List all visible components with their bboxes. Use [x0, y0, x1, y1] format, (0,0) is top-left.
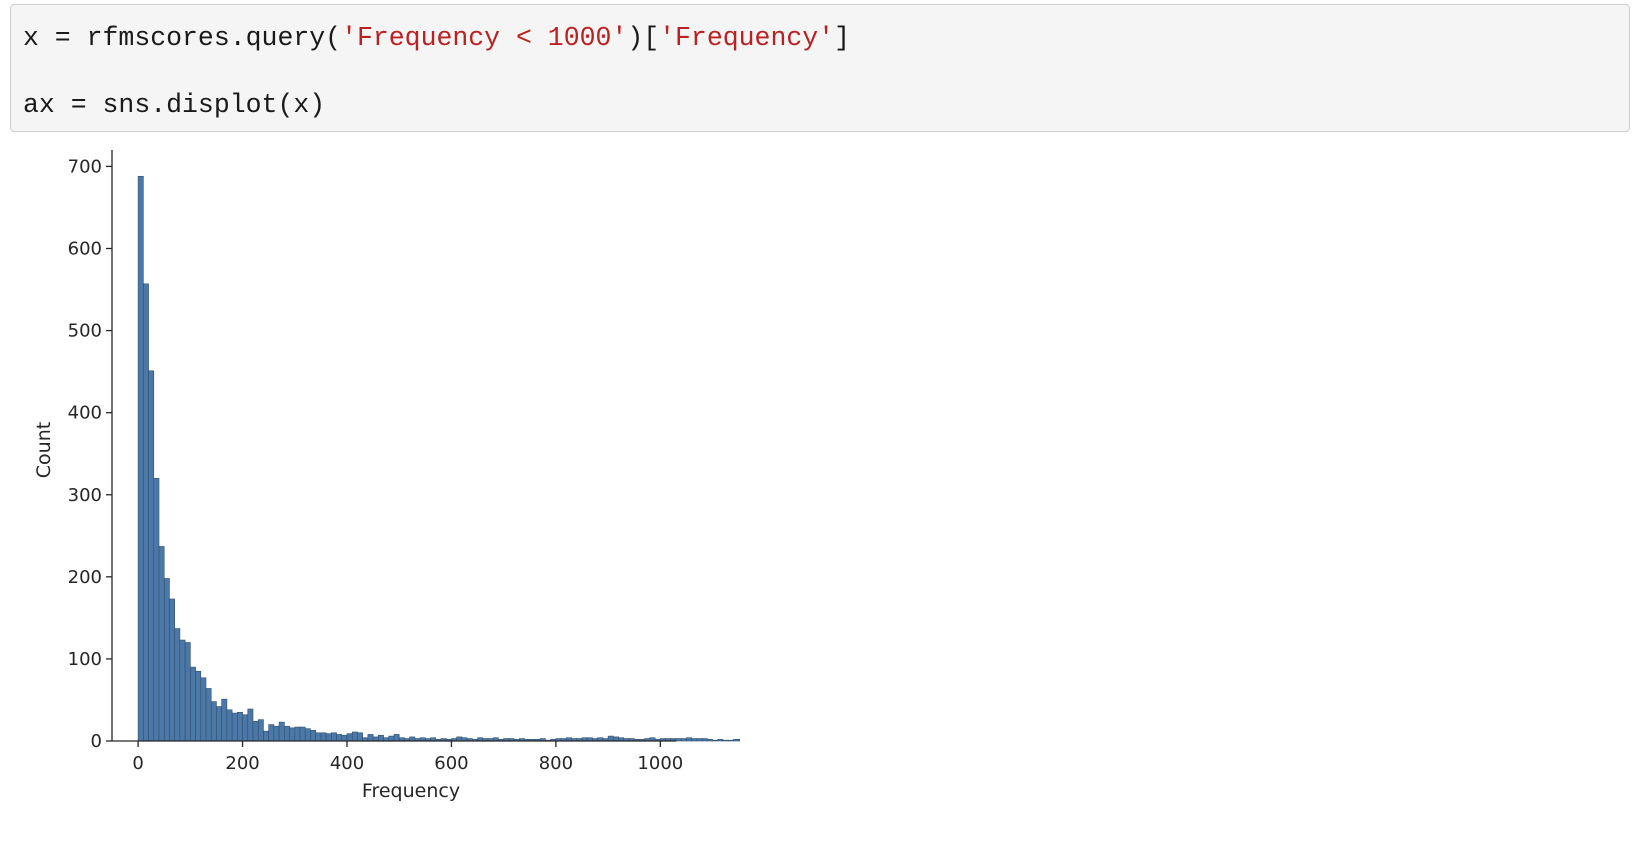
histogram-bar	[153, 478, 160, 742]
histogram-bar	[174, 628, 181, 742]
x-axis-label: Frequency	[362, 780, 460, 802]
histogram-bar	[289, 727, 296, 742]
histogram-bar	[310, 730, 316, 742]
histogram-bar	[294, 726, 301, 742]
x-tick-label: 200	[225, 753, 259, 774]
histogram-bar	[733, 739, 739, 742]
y-tick-label: 500	[68, 321, 102, 342]
histogram-bar	[691, 738, 698, 742]
histogram-bar	[179, 639, 186, 742]
histogram-bar	[393, 734, 400, 742]
histogram-bar	[210, 701, 217, 742]
y-tick-label: 200	[68, 567, 102, 588]
histogram-bar	[148, 370, 155, 742]
histogram-bar	[607, 735, 614, 742]
histogram-bar	[205, 688, 212, 742]
histogram-bar	[315, 732, 322, 742]
histogram-bar	[143, 283, 149, 742]
y-tick-label: 700	[68, 156, 102, 177]
histogram-bar	[163, 578, 170, 742]
histogram-bar	[252, 720, 259, 742]
histogram-bar	[190, 666, 196, 742]
cell-output: 0 100 200 300 400 500 600 700 0 200 400 600 800 1000 …	[0, 140, 922, 852]
histogram-bar	[268, 724, 275, 742]
code-token: ]	[834, 23, 850, 53]
histogram-bar	[237, 711, 243, 742]
histogram-bar	[158, 546, 165, 742]
histogram-bar	[341, 734, 348, 742]
axes: 0 100 200 300 400 500 600 700 0 200 400 600 800 1000	[68, 150, 683, 774]
histogram-bar	[247, 708, 254, 742]
x-tick-label: 0	[132, 753, 143, 774]
code-string-token: 'Frequency < 1000'	[341, 23, 628, 53]
histogram-bars	[137, 175, 922, 742]
histogram-bar	[701, 738, 708, 742]
x-tick-label: 600	[434, 753, 468, 774]
histogram-bar	[331, 732, 337, 742]
code-line-2: ax = sns.displot(x)	[23, 92, 325, 119]
code-token: )[	[627, 23, 660, 53]
histogram-bar	[388, 735, 395, 742]
histogram-bar	[680, 738, 687, 742]
histogram-bar	[717, 739, 724, 742]
histogram-bar	[378, 734, 384, 742]
code-token: ax = sns.displot(x)	[23, 90, 326, 120]
histogram-bar	[184, 642, 191, 742]
x-tick-label: 400	[330, 753, 364, 774]
histogram-bar	[357, 732, 363, 742]
y-tick-label: 600	[68, 239, 102, 260]
y-tick-label: 300	[68, 485, 102, 506]
x-tick-label: 1000	[637, 753, 683, 774]
code-cell[interactable]: x = rfmscores.query('Frequency < 1000')[…	[10, 4, 1630, 132]
code-token: x = rfmscores.query(	[23, 23, 342, 53]
histogram-bar	[299, 726, 306, 742]
histogram-bar	[195, 670, 202, 742]
histogram-bar	[169, 598, 175, 742]
histogram-bar	[707, 739, 713, 742]
y-tick-label: 0	[91, 731, 102, 752]
histogram-bar	[278, 721, 285, 742]
histogram-bar	[722, 739, 729, 742]
histogram-bar	[273, 725, 280, 742]
code-line-1: x = rfmscores.query('Frequency < 1000')[…	[23, 25, 850, 52]
histogram-bar	[325, 733, 332, 742]
histogram-bar	[226, 709, 233, 742]
y-axis-label: Count	[33, 422, 55, 478]
y-tick-label: 100	[68, 649, 102, 670]
histogram-bar	[320, 732, 327, 742]
histogram-bar	[346, 733, 353, 742]
histogram-bar	[257, 719, 264, 742]
histogram-bar	[712, 739, 719, 742]
histogram-bar	[263, 730, 269, 742]
histogram-bar	[738, 739, 745, 742]
histogram-bar	[284, 725, 290, 742]
y-tick-label: 400	[68, 403, 102, 424]
histogram-bar	[242, 714, 249, 742]
histogram-bar	[231, 712, 238, 742]
histogram-bar	[137, 175, 144, 742]
histogram-bar	[367, 734, 374, 742]
histogram-bar	[221, 698, 228, 742]
histogram-bar	[675, 738, 682, 742]
histogram-bar	[216, 706, 222, 742]
code-string-token: 'Frequency'	[659, 23, 835, 53]
x-tick-label: 800	[539, 753, 573, 774]
histogram-bar	[727, 739, 734, 742]
histogram-bar	[336, 734, 343, 742]
histogram-bar	[200, 677, 207, 742]
histogram-bar	[304, 728, 311, 742]
histogram-bar	[351, 731, 358, 742]
histogram-bar	[696, 738, 703, 742]
histogram-bar	[686, 737, 692, 742]
